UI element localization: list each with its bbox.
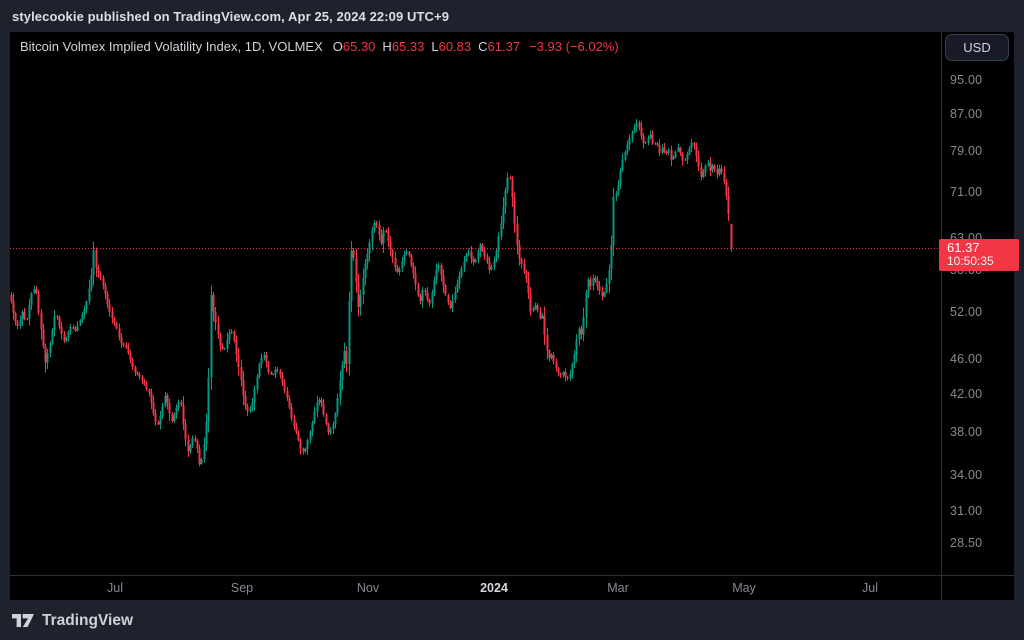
time-tick-label: Jul bbox=[107, 580, 123, 595]
ohlc-values: O65.30 H65.33 L60.83 C61.37 bbox=[333, 39, 527, 54]
symbol-title: Bitcoin Volmex Implied Volatility Index,… bbox=[20, 39, 323, 54]
time-tick-label: Mar bbox=[607, 580, 629, 595]
price-axis[interactable]: 95.0087.0079.0071.0063.0058.0052.0046.00… bbox=[941, 32, 1014, 575]
legend: Bitcoin Volmex Implied Volatility Index,… bbox=[20, 39, 619, 54]
candlestick-series bbox=[10, 122, 733, 465]
chart-panel: Bitcoin Volmex Implied Volatility Index,… bbox=[10, 32, 1019, 600]
price-tick-label: 52.00 bbox=[950, 304, 983, 319]
price-tick-label: 42.00 bbox=[950, 386, 983, 401]
price-tick-label: 79.00 bbox=[950, 143, 983, 158]
last-price-badge: 61.37 10:50:35 bbox=[939, 239, 1019, 272]
time-tick-label: May bbox=[732, 580, 756, 595]
change-value: −3.93 (−6.02%) bbox=[529, 39, 619, 54]
price-tick-label: 28.50 bbox=[950, 536, 983, 550]
ohlc-item: H65.33 bbox=[382, 39, 425, 54]
last-price-value: 61.37 bbox=[947, 240, 980, 256]
tradingview-brand-text: TradingView bbox=[42, 612, 134, 629]
price-tick-label: 95.00 bbox=[950, 73, 983, 87]
price-tick-label: 38.00 bbox=[950, 425, 983, 440]
price-tick-label: 71.00 bbox=[950, 185, 983, 199]
tradingview-logo-link[interactable]: TradingView bbox=[12, 608, 133, 634]
publish-info-line: stylecookie published on TradingView.com… bbox=[12, 8, 450, 24]
chart-surface[interactable] bbox=[10, 32, 1014, 600]
price-tick-label: 34.00 bbox=[950, 468, 983, 483]
time-tick-label: 2024 bbox=[480, 580, 508, 595]
price-tick-label: 46.00 bbox=[950, 351, 983, 366]
tradingview-logo-icon bbox=[12, 613, 34, 629]
bar-countdown: 10:50:35 bbox=[947, 254, 994, 269]
price-tick-label: 31.00 bbox=[950, 503, 983, 518]
ohlc-item: C61.37 bbox=[478, 39, 521, 54]
price-tick-label: 87.00 bbox=[950, 106, 983, 121]
ohlc-item: L60.83 bbox=[431, 39, 472, 54]
time-tick-label: Nov bbox=[356, 580, 380, 595]
time-axis[interactable]: Jul Sep Nov 2024 Mar May Jul bbox=[10, 575, 1014, 600]
time-tick-label: Jul bbox=[862, 580, 878, 595]
candlestick-wicks bbox=[11, 118, 732, 467]
ohlc-item: O65.30 bbox=[332, 39, 376, 54]
time-tick-label: Sep bbox=[230, 580, 254, 595]
currency-button[interactable]: USD bbox=[945, 34, 1009, 61]
